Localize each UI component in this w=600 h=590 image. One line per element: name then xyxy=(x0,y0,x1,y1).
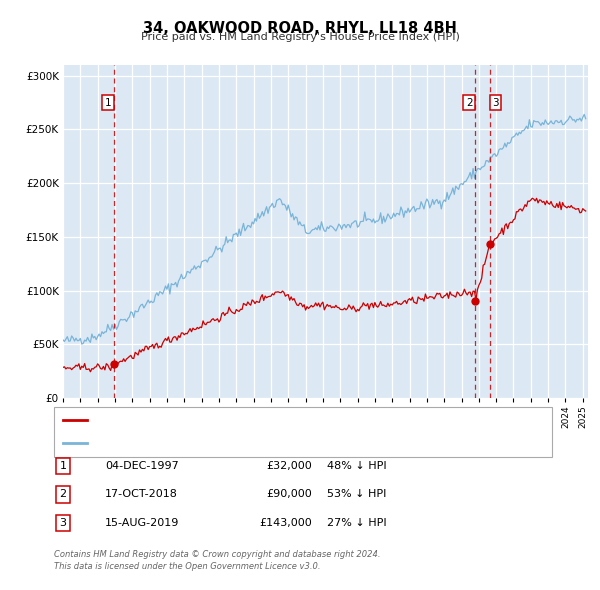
Text: 53% ↓ HPI: 53% ↓ HPI xyxy=(327,490,386,499)
Text: 1: 1 xyxy=(59,461,67,471)
Text: Price paid vs. HM Land Registry's House Price Index (HPI): Price paid vs. HM Land Registry's House … xyxy=(140,32,460,42)
Text: 34, OAKWOOD ROAD, RHYL, LL18 4BH: 34, OAKWOOD ROAD, RHYL, LL18 4BH xyxy=(143,21,457,35)
Text: £32,000: £32,000 xyxy=(266,461,312,471)
Text: 3: 3 xyxy=(492,97,499,107)
Text: 27% ↓ HPI: 27% ↓ HPI xyxy=(327,518,386,527)
Text: 2: 2 xyxy=(466,97,473,107)
Text: 1: 1 xyxy=(104,97,111,107)
Text: 3: 3 xyxy=(59,518,67,527)
Text: 2: 2 xyxy=(59,490,67,499)
Text: HPI: Average price, detached house, Denbighshire: HPI: Average price, detached house, Denb… xyxy=(93,438,355,447)
Text: Contains HM Land Registry data © Crown copyright and database right 2024.: Contains HM Land Registry data © Crown c… xyxy=(54,550,380,559)
Text: This data is licensed under the Open Government Licence v3.0.: This data is licensed under the Open Gov… xyxy=(54,562,320,571)
Text: 34, OAKWOOD ROAD, RHYL, LL18 4BH (detached house): 34, OAKWOOD ROAD, RHYL, LL18 4BH (detach… xyxy=(93,415,388,425)
Text: 04-DEC-1997: 04-DEC-1997 xyxy=(105,461,179,471)
Text: £143,000: £143,000 xyxy=(259,518,312,527)
Text: 15-AUG-2019: 15-AUG-2019 xyxy=(105,518,179,527)
Text: 17-OCT-2018: 17-OCT-2018 xyxy=(105,490,178,499)
Text: £90,000: £90,000 xyxy=(266,490,312,499)
Text: 48% ↓ HPI: 48% ↓ HPI xyxy=(327,461,386,471)
